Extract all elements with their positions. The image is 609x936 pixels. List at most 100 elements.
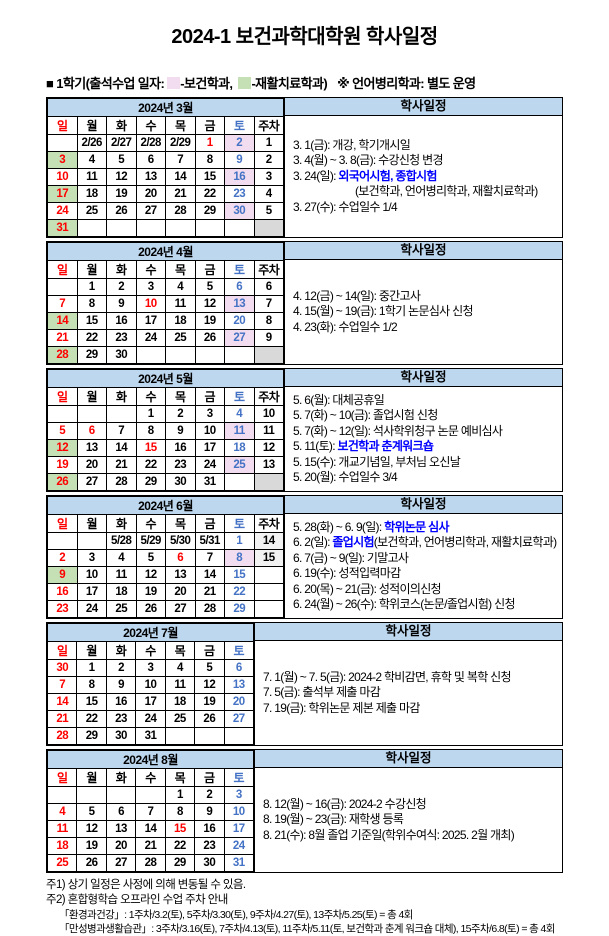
week-number-cell — [253, 473, 284, 491]
day-header-cell: 월 — [76, 387, 107, 406]
event-line: 8. 19(월) ~ 23(금): 재학생 등록 — [263, 812, 560, 828]
day-cell: 22 — [76, 710, 107, 728]
day-cell: 19 — [47, 456, 78, 474]
day-cell: 10 — [47, 168, 78, 186]
day-cell: 24 — [76, 600, 107, 618]
day-cell — [47, 532, 78, 550]
day-cell: 1 — [135, 405, 166, 423]
event-line: 5. 11(토): 보건학과 춘계워크숍 — [293, 439, 560, 455]
day-cell: 20 — [223, 693, 255, 711]
footnote-line: 「만성병과생활습관」: 3주차/3.16(토), 7주차/4.13(토), 11… — [59, 923, 555, 935]
day-cell: 21 — [165, 185, 196, 203]
event-line: 3. 24(일): 외국어시험, 종합시험 — [293, 169, 560, 185]
schedule-panel-header: 학사일정 — [285, 369, 562, 387]
month-calendars: 2024년 3월 일 월 화 수 목 금 토 주차 2/26 2/27 2/28 2/29 1 2 1 3 4 5 6… — [46, 97, 563, 873]
day-cell: 3 — [135, 278, 166, 296]
event-line: 8. 21(수): 8월 졸업 기준일(학위수여식: 2025. 2월 개최) — [263, 828, 560, 844]
day-cell — [224, 473, 255, 491]
day-cell: 14 — [106, 439, 137, 457]
event-line: 4. 12(금) ~ 14(일): 중간고사 — [293, 289, 560, 305]
day-cell: 26 — [135, 600, 166, 618]
schedule-panel-header: 학사일정 — [255, 750, 562, 768]
footnote-line: 주1) 상기 일정은 사정에 의해 변동될 수 있음. — [46, 879, 246, 891]
day-header-cell: 화 — [106, 514, 137, 533]
day-cell — [165, 219, 196, 237]
day-cell: 17 — [47, 185, 78, 203]
day-cell: 9 — [224, 151, 255, 169]
day-cell: 21 — [47, 329, 78, 347]
event-segment: 6. 20(목) ~ 21(금): 성적이의신청 — [293, 581, 442, 596]
semester-legend: ■ 1학기(출석수업 일자: -보건학과, -재활치료학과) ※ 언어병리학과: 별… — [46, 73, 563, 92]
event-segment: 4. 12(금) ~ 14(일): 중간고사 — [293, 288, 421, 303]
day-cell: 24 — [135, 329, 166, 347]
day-cell: 9 — [165, 422, 196, 440]
day-cell: 23 — [165, 456, 196, 474]
day-cell: 9 — [194, 803, 225, 821]
day-cell: 28 — [106, 473, 137, 491]
day-cell: 5/30 — [165, 532, 196, 550]
day-cell: 15 — [135, 439, 166, 457]
day-header-cell: 월 — [76, 768, 107, 787]
day-cell: 19 — [106, 185, 137, 203]
day-cell: 2 — [106, 278, 137, 296]
week-number-cell: 14 — [253, 532, 284, 550]
day-cell: 7 — [47, 295, 78, 313]
day-cell: 22 — [164, 837, 196, 855]
day-cell: 5 — [106, 151, 137, 169]
schedule-panel-header: 학사일정 — [255, 623, 562, 641]
month-block-2024-07: 2024년 7월 일 월 화 수 목 금 토 30 1 2 3 4 5 6 7 8 9 10 11 12 13 14 15 16… — [46, 622, 563, 746]
schedule-panel-body: 3. 1(금): 개강, 학기개시일 3. 4(월) ~ 3. 8(금): 수강신… — [285, 116, 562, 237]
page-title: 2024-1 보건과학대학원 학사일정 — [171, 26, 438, 48]
event-line: 4. 23(화): 수업일수 1/2 — [293, 320, 560, 336]
day-header-cell: 토 — [223, 768, 255, 787]
day-cell: 21 — [106, 456, 137, 474]
day-cell: 16 — [224, 168, 255, 186]
schedule-panel-body: 5. 6(월): 대체공휴일 5. 7(화) ~ 10(금): 졸업시험 신청 5.… — [285, 387, 562, 491]
day-header-cell: 화 — [106, 116, 137, 135]
day-cell: 30 — [46, 659, 78, 677]
event-line: 3. 4(월) ~ 3. 8(금): 수강신청 변경 — [293, 153, 560, 169]
event-line: 5. 20(월): 수업일수 3/4 — [293, 470, 560, 486]
day-cell: 4 — [46, 803, 78, 821]
day-header-cell: 일 — [47, 387, 78, 406]
day-cell: 1 — [76, 659, 107, 677]
day-cell: 26 — [194, 329, 225, 347]
day-cell: 21 — [135, 837, 166, 855]
day-cell: 30 — [224, 202, 255, 220]
day-cell: 10 — [194, 422, 225, 440]
day-cell: 26 — [106, 202, 137, 220]
day-cell: 24 — [135, 710, 166, 728]
day-cell: 11 — [76, 168, 107, 186]
day-cell: 12 — [135, 566, 166, 584]
day-cell: 28 — [46, 727, 78, 745]
day-header-cell: 금 — [194, 116, 225, 135]
schedule-panel-2024-06: 학사일정 5. 28(화) ~ 6. 9(일): 학위논문 심사 6. 2(일): … — [284, 496, 562, 618]
day-cell: 10 — [135, 295, 166, 313]
day-cell: 7 — [194, 549, 225, 567]
day-cell — [76, 786, 107, 804]
week-number-cell: 12 — [253, 439, 284, 457]
event-line: 6. 7(금) ~ 9(일): 기말고사 — [293, 551, 560, 567]
health-dept-color-swatch — [167, 77, 181, 89]
day-cell: 18 — [165, 312, 196, 330]
week-number-cell — [253, 600, 284, 618]
day-cell: 6 — [165, 549, 196, 567]
day-cell: 21 — [194, 583, 225, 601]
day-cell: 17 — [135, 693, 166, 711]
day-cell: 7 — [135, 803, 166, 821]
day-cell: 11 — [46, 820, 78, 838]
day-cell: 1 — [76, 278, 107, 296]
rehab-dept-color-swatch — [238, 77, 252, 89]
day-cell — [76, 219, 107, 237]
week-number-cell — [253, 583, 284, 601]
day-cell — [105, 786, 137, 804]
day-cell: 20 — [165, 583, 196, 601]
day-cell: 27 — [223, 710, 255, 728]
event-line: 5. 15(수): 개교기념일, 부처님 오신날 — [293, 455, 560, 471]
event-segment: 보건학과 춘계워크숍 — [337, 439, 434, 453]
day-cell: 6 — [76, 422, 107, 440]
day-cell: 3 — [223, 786, 255, 804]
day-cell: 12 — [106, 168, 137, 186]
event-line: (보건학과, 언어병리학과, 재활치료학과) — [293, 184, 560, 200]
day-cell: 22 — [224, 583, 255, 601]
